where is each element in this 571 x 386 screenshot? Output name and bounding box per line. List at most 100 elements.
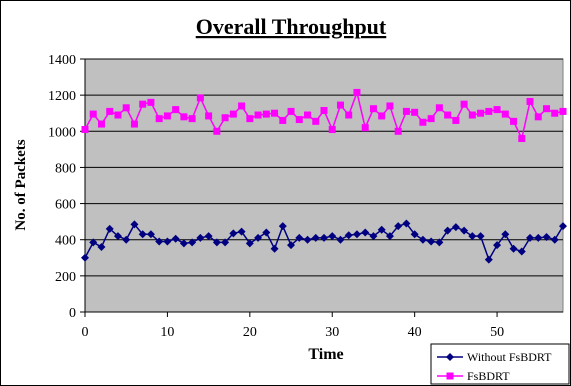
data-point	[205, 112, 213, 120]
data-point	[551, 109, 559, 117]
data-point	[452, 116, 460, 124]
data-point	[353, 88, 361, 96]
data-point	[97, 242, 106, 251]
legend: Without FsBDRT FsBDRT	[430, 343, 570, 385]
data-point	[130, 120, 138, 128]
data-point	[278, 222, 287, 231]
legend-item: Without FsBDRT	[437, 350, 552, 364]
data-point	[493, 106, 501, 114]
data-point	[361, 124, 369, 132]
data-point	[89, 238, 98, 247]
y-tick-label: 600	[55, 198, 76, 213]
data-point	[435, 238, 444, 247]
data-point	[493, 241, 502, 250]
data-point	[106, 107, 114, 115]
data-point	[238, 102, 246, 110]
data-point	[262, 110, 270, 118]
data-point	[245, 239, 254, 248]
y-tick-label: 1000	[48, 125, 76, 140]
data-point	[435, 104, 443, 112]
data-point	[534, 113, 542, 121]
data-point	[89, 110, 97, 118]
plot-area	[84, 58, 564, 313]
data-point	[146, 230, 155, 239]
data-point	[509, 244, 518, 253]
data-point	[279, 116, 287, 124]
data-point	[105, 224, 114, 233]
data-point	[287, 241, 296, 250]
data-point	[81, 253, 89, 262]
data-point	[328, 232, 337, 241]
series-group	[81, 88, 567, 264]
data-point	[229, 110, 237, 118]
data-point	[517, 247, 526, 256]
data-point	[402, 219, 411, 228]
data-point	[196, 233, 205, 242]
data-point	[122, 104, 130, 112]
data-point	[295, 233, 304, 242]
data-point	[312, 117, 320, 125]
legend-box	[430, 343, 570, 385]
x-tick-label: 40	[408, 325, 422, 340]
data-point	[287, 107, 295, 115]
data-point	[270, 244, 279, 253]
x-tick-label: 10	[160, 325, 174, 340]
legend-item: FsBDRT	[437, 369, 510, 383]
data-point	[419, 118, 427, 126]
data-point	[188, 115, 196, 123]
series-2	[81, 88, 567, 143]
y-tick-label: 800	[55, 161, 76, 176]
data-point	[501, 110, 509, 118]
data-point	[171, 234, 180, 243]
x-tick-label: 50	[490, 325, 504, 340]
data-point	[485, 107, 493, 115]
data-point	[451, 223, 460, 232]
x-tick-label: 20	[243, 325, 257, 340]
x-tick-labels: 0 10 20 30 40 50	[82, 312, 504, 340]
data-point	[518, 135, 526, 143]
data-point	[328, 125, 336, 133]
data-point	[113, 232, 122, 241]
data-point	[418, 235, 427, 244]
data-point	[427, 115, 435, 123]
data-point	[130, 220, 139, 229]
data-point	[147, 98, 155, 106]
data-point	[369, 232, 378, 241]
data-point	[204, 232, 213, 241]
data-point	[411, 108, 419, 116]
data-point	[543, 105, 551, 113]
data-point	[320, 107, 328, 115]
data-point	[345, 111, 353, 119]
data-point	[446, 353, 454, 361]
y-tick-label: 200	[55, 270, 76, 285]
data-point	[361, 228, 370, 237]
data-point	[377, 225, 386, 234]
data-point	[446, 372, 454, 380]
data-point	[303, 235, 312, 244]
data-point	[402, 107, 410, 115]
data-point	[138, 230, 147, 239]
data-point	[97, 120, 105, 128]
data-point	[526, 97, 534, 105]
data-point	[460, 100, 468, 108]
data-point	[550, 235, 559, 244]
y-tick-label: 0	[69, 306, 76, 321]
data-point	[460, 226, 469, 235]
data-point	[311, 233, 320, 242]
y-tick-label: 1400	[48, 53, 76, 68]
data-point	[444, 111, 452, 119]
data-point	[534, 233, 543, 242]
axes	[84, 59, 563, 313]
data-point	[139, 100, 147, 108]
data-point	[336, 101, 344, 109]
data-point	[559, 222, 567, 231]
chart-title: Overall Throughput	[196, 14, 387, 39]
data-point	[336, 235, 345, 244]
data-point	[188, 238, 197, 247]
data-point	[163, 237, 172, 246]
y-tick-labels: 0 200 400 600 800 1000 1200 1400	[48, 53, 85, 321]
data-point	[221, 238, 230, 247]
data-point	[468, 111, 476, 119]
